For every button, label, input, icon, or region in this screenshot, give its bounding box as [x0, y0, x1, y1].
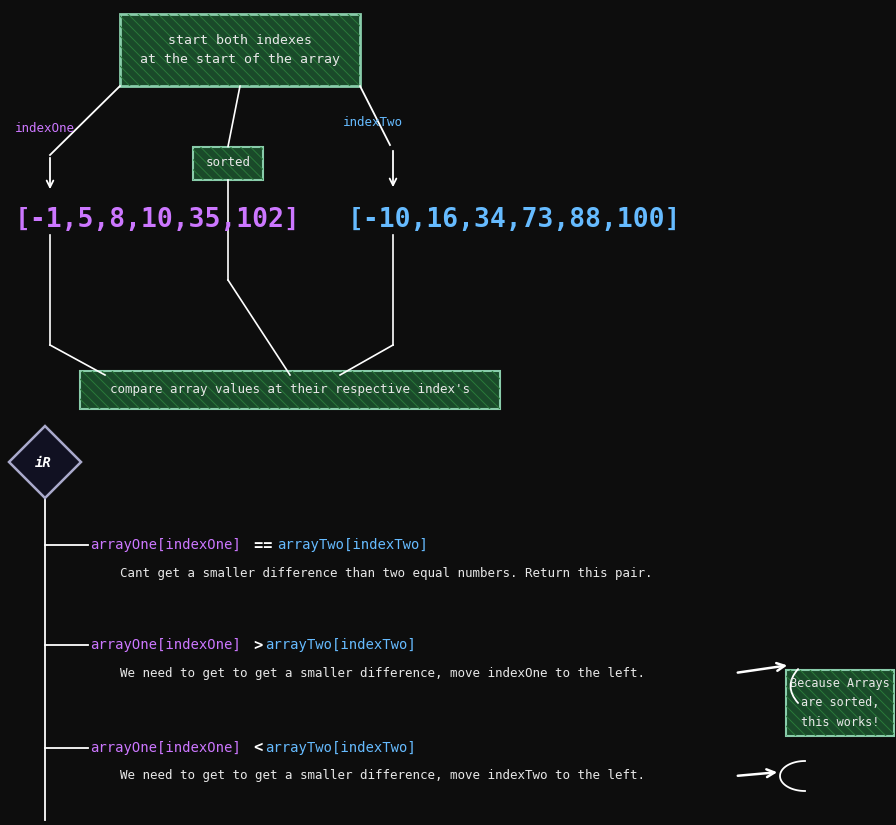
Text: Cant get a smaller difference than two equal numbers. Return this pair.: Cant get a smaller difference than two e…: [120, 567, 652, 579]
Text: compare array values at their respective index's: compare array values at their respective…: [110, 384, 470, 397]
Text: indexTwo: indexTwo: [343, 116, 403, 130]
Text: iR: iR: [35, 456, 51, 470]
Text: sorted: sorted: [205, 157, 251, 169]
FancyBboxPatch shape: [786, 670, 894, 736]
Text: arrayTwo[indexTwo]: arrayTwo[indexTwo]: [265, 638, 416, 652]
Text: [-10,16,34,73,88,100]: [-10,16,34,73,88,100]: [348, 207, 681, 233]
Text: We need to get to get a smaller difference, move indexTwo to the left.: We need to get to get a smaller differen…: [120, 770, 645, 782]
Text: <: <: [245, 741, 272, 756]
Text: arrayOne[indexOne]: arrayOne[indexOne]: [90, 741, 241, 755]
Text: [-1,5,8,10,35,102]: [-1,5,8,10,35,102]: [15, 207, 301, 233]
FancyBboxPatch shape: [120, 14, 360, 86]
Text: Because Arrays
are sorted,
this works!: Because Arrays are sorted, this works!: [790, 677, 890, 728]
Text: arrayOne[indexOne]: arrayOne[indexOne]: [90, 638, 241, 652]
Text: arrayTwo[indexTwo]: arrayTwo[indexTwo]: [277, 538, 427, 552]
Text: >: >: [245, 638, 272, 653]
Text: indexOne: indexOne: [15, 121, 75, 134]
Text: arrayOne[indexOne]: arrayOne[indexOne]: [90, 538, 241, 552]
FancyBboxPatch shape: [80, 371, 500, 409]
Text: ==: ==: [245, 538, 281, 553]
Text: arrayTwo[indexTwo]: arrayTwo[indexTwo]: [265, 741, 416, 755]
Text: start both indexes
at the start of the array: start both indexes at the start of the a…: [140, 34, 340, 67]
Text: We need to get to get a smaller difference, move indexOne to the left.: We need to get to get a smaller differen…: [120, 667, 645, 680]
FancyBboxPatch shape: [193, 147, 263, 180]
Polygon shape: [9, 426, 81, 498]
